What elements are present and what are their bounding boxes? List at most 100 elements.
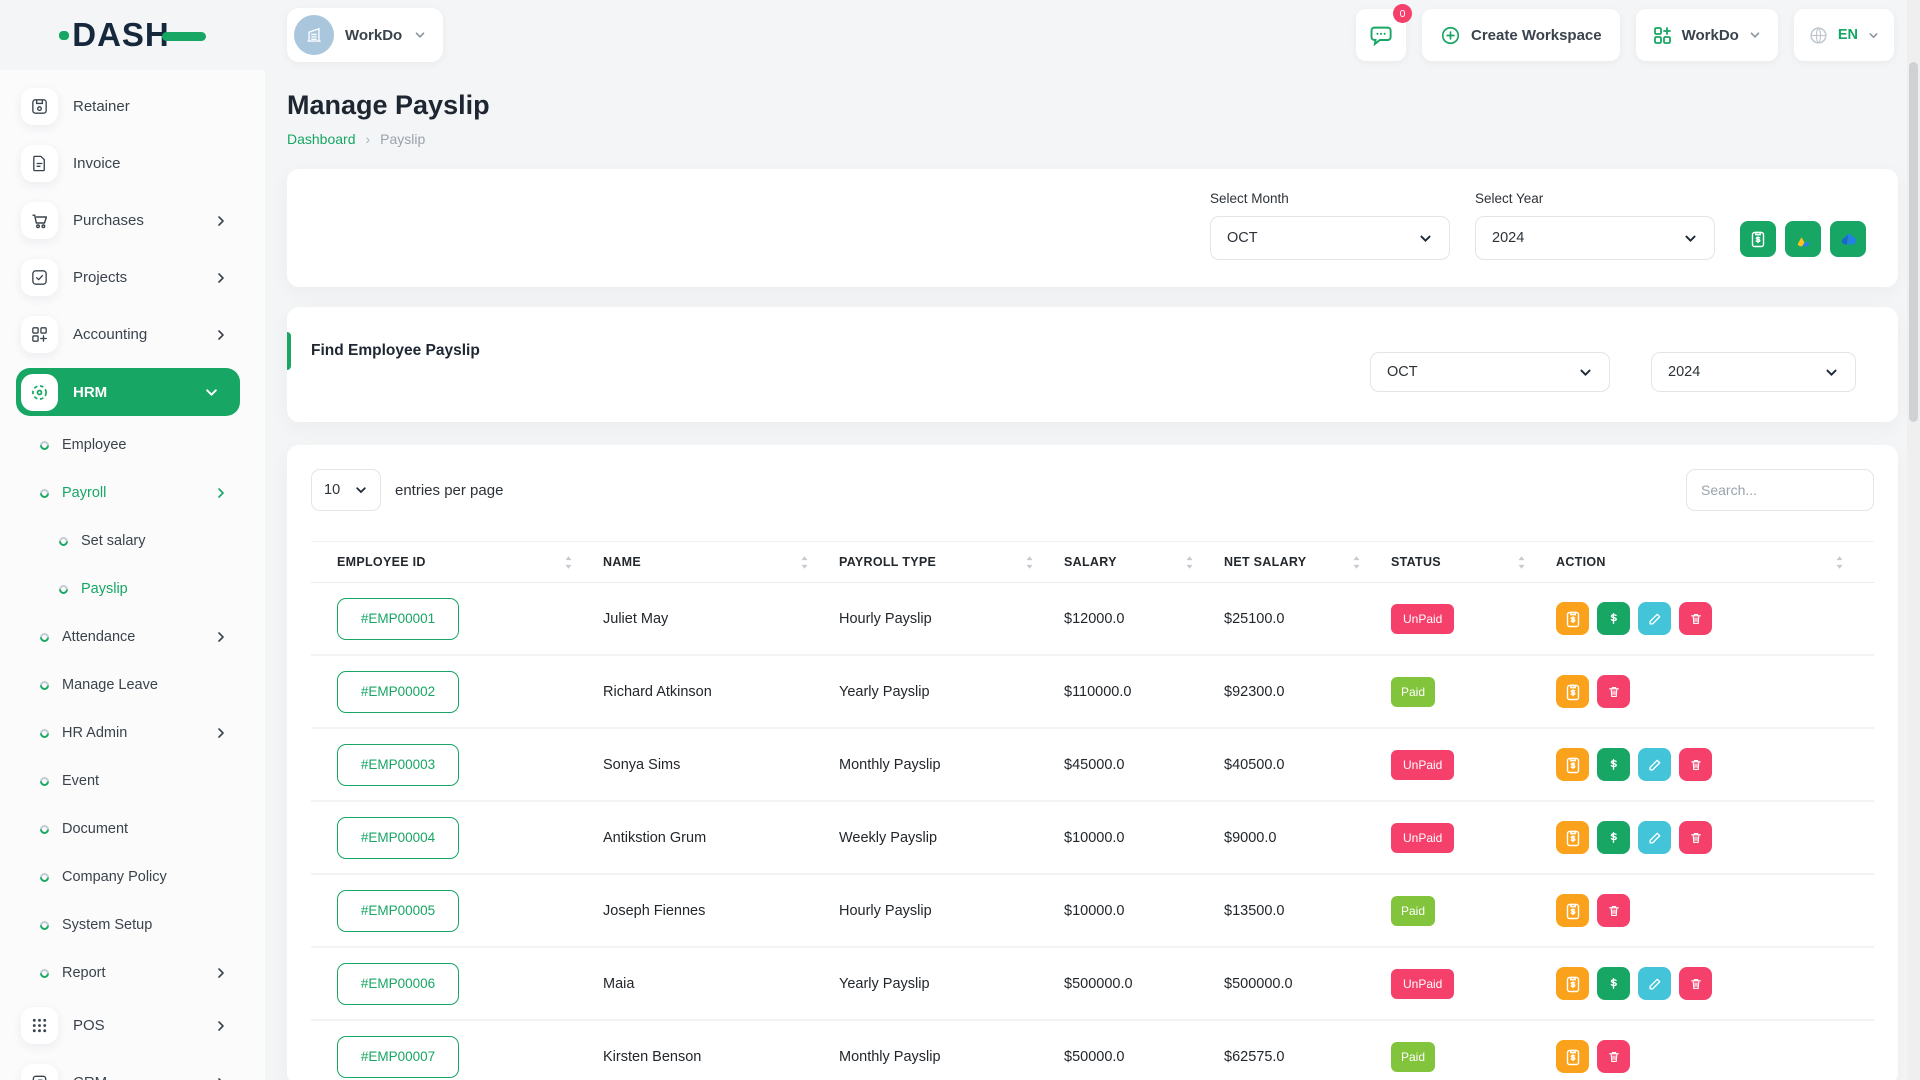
search-input[interactable] <box>1686 469 1874 511</box>
pay-button[interactable] <box>1597 821 1630 854</box>
employee-name: Juliet May <box>603 610 669 627</box>
column-header-payroll-type[interactable]: PAYROLL TYPE <box>839 555 1064 570</box>
sidebar-item-retainer[interactable]: Retainer <box>0 78 265 135</box>
delete-button[interactable] <box>1597 675 1630 708</box>
edit-icon <box>1647 830 1663 846</box>
onedrive-icon <box>1838 229 1859 250</box>
payslip-icon <box>1563 609 1583 629</box>
delete-button[interactable] <box>1679 602 1712 635</box>
pay-button[interactable] <box>1597 748 1630 781</box>
payroll-type: Monthly Payslip <box>839 1048 941 1065</box>
app-menu-button[interactable]: WorkDo <box>1635 9 1778 61</box>
pay-button[interactable] <box>1597 602 1630 635</box>
pay-icon <box>1605 756 1622 773</box>
status-badge: Paid <box>1391 1041 1436 1072</box>
table-row: #EMP00003 Sonya Sims Monthly Payslip $45… <box>311 729 1874 802</box>
bullet-icon <box>38 678 51 692</box>
delete-button[interactable] <box>1679 967 1712 1000</box>
sidebar-item-invoice[interactable]: Invoice <box>0 135 265 192</box>
payslip-button[interactable] <box>1556 894 1589 927</box>
employee-id-button[interactable]: #EMP00001 <box>337 597 459 640</box>
brand-logo[interactable]: DASH <box>59 16 206 54</box>
row-actions <box>1556 967 1874 1000</box>
sidebar-item-event[interactable]: Event <box>0 757 265 805</box>
pay-icon <box>1605 975 1622 992</box>
column-header-name[interactable]: NAME <box>603 555 839 570</box>
sidebar-item-purchases[interactable]: Purchases <box>0 192 265 249</box>
payslip-button[interactable] <box>1556 967 1589 1000</box>
sidebar-item-projects[interactable]: Projects <box>0 249 265 306</box>
employee-id-button[interactable]: #EMP00007 <box>337 1035 459 1078</box>
onedrive-button[interactable] <box>1830 221 1866 257</box>
messages-button[interactable]: 0 <box>1355 4 1412 61</box>
edit-button[interactable] <box>1638 821 1671 854</box>
create-workspace-label: Create Workspace <box>1470 26 1602 44</box>
google-drive-button[interactable] <box>1785 221 1821 257</box>
create-workspace-button[interactable]: Create Workspace <box>1421 9 1620 61</box>
sidebar-item-manage-leave[interactable]: Manage Leave <box>0 661 265 709</box>
edit-button[interactable] <box>1638 748 1671 781</box>
net-salary-value: $92300.0 <box>1224 683 1285 700</box>
sidebar-item-employee[interactable]: Employee <box>0 421 265 469</box>
delete-button[interactable] <box>1679 821 1712 854</box>
bullet-icon <box>38 726 51 740</box>
employee-id-button[interactable]: #EMP00003 <box>337 743 459 786</box>
find-year-select[interactable]: 2024 <box>1651 352 1856 392</box>
year-select[interactable]: 2024 <box>1475 216 1715 260</box>
payslip-button[interactable] <box>1556 675 1589 708</box>
sidebar-item-set-salary[interactable]: Set salary <box>0 517 265 565</box>
table-row: #EMP00006 Maia Yearly Payslip $500000.0 … <box>311 948 1874 1021</box>
delete-button[interactable] <box>1679 748 1712 781</box>
column-header-salary[interactable]: SALARY <box>1064 555 1224 570</box>
workspace-selector[interactable]: WorkDo <box>287 8 444 62</box>
column-header-status[interactable]: STATUS <box>1391 555 1556 570</box>
sidebar-item-crm[interactable]: CRM <box>0 1054 265 1080</box>
column-header-net-salary[interactable]: NET SALARY <box>1224 555 1391 570</box>
globe-icon <box>1808 25 1829 46</box>
table-row: #EMP00007 Kirsten Benson Monthly Payslip… <box>311 1021 1874 1080</box>
row-actions <box>1556 1040 1874 1073</box>
table-row: #EMP00001 Juliet May Hourly Payslip $120… <box>311 583 1874 656</box>
sidebar-item-payroll[interactable]: Payroll <box>0 469 265 517</box>
sidebar: Retainer Invoice Purchases Projects Acco… <box>0 70 265 1080</box>
employee-id-button[interactable]: #EMP00002 <box>337 670 459 713</box>
sidebar-item-accounting[interactable]: Accounting <box>0 306 265 363</box>
sidebar-item-system-setup[interactable]: System Setup <box>0 901 265 949</box>
breadcrumb-dashboard-link[interactable]: Dashboard <box>287 131 356 147</box>
payslip-button[interactable] <box>1556 821 1589 854</box>
payslip-button[interactable] <box>1556 1040 1589 1073</box>
find-payslip-title: Find Employee Payslip <box>311 342 480 359</box>
sidebar-item-payslip[interactable]: Payslip <box>0 565 265 613</box>
edit-button[interactable] <box>1638 967 1671 1000</box>
workspace-avatar <box>294 15 334 55</box>
delete-button[interactable] <box>1597 894 1630 927</box>
sidebar-item-hr-admin[interactable]: HR Admin <box>0 709 265 757</box>
edit-button[interactable] <box>1638 602 1671 635</box>
column-header-employee-id[interactable]: EMPLOYEE ID <box>337 555 603 570</box>
bulk-payslip-button[interactable] <box>1740 221 1776 257</box>
find-month-select[interactable]: OCT <box>1370 352 1610 392</box>
scrollbar-thumb[interactable] <box>1909 62 1918 422</box>
chevron-down-icon <box>1683 231 1698 246</box>
payslip-button[interactable] <box>1556 748 1589 781</box>
chevron-down-icon <box>413 28 427 42</box>
employee-id-button[interactable]: #EMP00005 <box>337 889 459 932</box>
sidebar-item-report[interactable]: Report <box>0 949 265 997</box>
language-selector[interactable]: EN <box>1793 9 1894 61</box>
entries-per-page-select[interactable]: 10 <box>311 469 381 511</box>
pay-button[interactable] <box>1597 967 1630 1000</box>
month-select[interactable]: OCT <box>1210 216 1450 260</box>
sidebar-item-hrm[interactable]: HRM <box>16 368 240 416</box>
sidebar-item-document[interactable]: Document <box>0 805 265 853</box>
delete-button[interactable] <box>1597 1040 1630 1073</box>
sidebar-item-pos[interactable]: POS <box>0 997 265 1054</box>
sort-icon <box>1517 555 1526 570</box>
sidebar-item-company-policy[interactable]: Company Policy <box>0 853 265 901</box>
column-header-action[interactable]: ACTION <box>1556 555 1874 570</box>
row-actions <box>1556 748 1874 781</box>
sort-icon <box>1835 555 1844 570</box>
employee-id-button[interactable]: #EMP00006 <box>337 962 459 1005</box>
employee-id-button[interactable]: #EMP00004 <box>337 816 459 859</box>
payslip-button[interactable] <box>1556 602 1589 635</box>
sidebar-item-attendance[interactable]: Attendance <box>0 613 265 661</box>
